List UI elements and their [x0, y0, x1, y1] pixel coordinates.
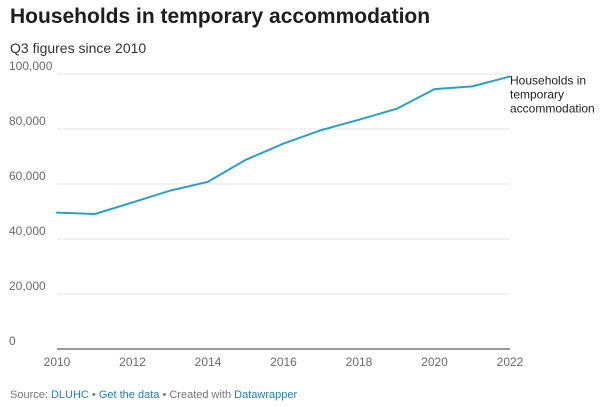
get-data-link[interactable]: Get the data [98, 389, 160, 401]
x-tick-label: 2022 [497, 355, 524, 369]
y-tick-label: 40,000 [9, 224, 46, 238]
chart-title: Households in temporary accommodation [10, 5, 431, 28]
footer-separator: • [88, 389, 99, 401]
x-tick-label: 2020 [421, 355, 448, 369]
series-label-line: temporary [510, 87, 564, 101]
y-tick-label: 60,000 [9, 169, 46, 183]
series-label-line: accommodation [510, 101, 595, 115]
series-label: Households in temporary accommodation [510, 73, 595, 115]
x-tick-label: 2016 [270, 355, 297, 369]
series-line [56, 75, 511, 215]
chart-subtitle: Q3 figures since 2010 [10, 40, 147, 56]
x-tick-label: 2018 [346, 355, 373, 369]
chart-footer: Source: DLUHC • Get the data • Created w… [10, 389, 297, 401]
y-tick-label: 100,000 [9, 59, 53, 73]
x-tick-label: 2010 [44, 355, 71, 369]
source-link[interactable]: DLUHC [50, 389, 89, 401]
datawrapper-link[interactable]: Datawrapper [234, 389, 298, 401]
series-label-line: Households in [510, 73, 586, 87]
y-tick-label: 20,000 [9, 279, 46, 293]
source-prefix: Source: [10, 389, 51, 401]
y-tick-label: 0 [9, 334, 16, 348]
x-tick-label: 2012 [119, 355, 146, 369]
line-chart: 0 20,000 40,000 60,000 80,000 100,000 2010 2012… [9, 59, 595, 369]
created-with-text: • Created with [159, 389, 235, 401]
y-tick-label: 80,000 [9, 114, 46, 128]
x-tick-label: 2014 [195, 355, 222, 369]
